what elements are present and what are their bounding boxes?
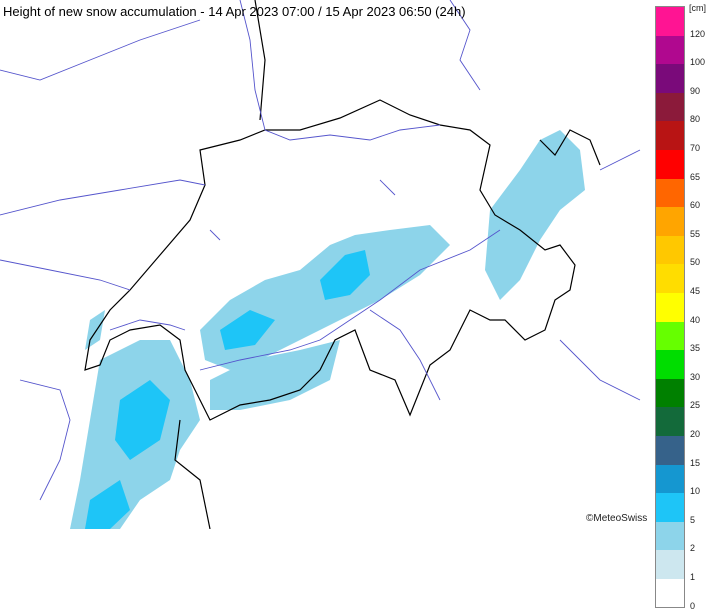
legend-label: 100 — [690, 57, 706, 68]
legend-label: 50 — [690, 257, 701, 268]
map-title: Height of new snow accumulation - 14 Apr… — [3, 4, 466, 19]
legend-label: 90 — [690, 85, 701, 96]
legend-swatch — [656, 378, 684, 408]
legend-label: 25 — [690, 400, 701, 411]
legend-label: 80 — [690, 114, 701, 125]
legend-swatch — [656, 292, 684, 322]
legend-swatch — [656, 207, 684, 236]
legend-swatch — [656, 464, 684, 494]
legend-swatch — [656, 435, 684, 465]
legend-label: 0 — [690, 600, 696, 611]
legend-swatch — [656, 350, 684, 379]
legend-swatch — [656, 407, 684, 436]
legend-unit: [cm] — [689, 3, 706, 13]
legend-swatch — [656, 64, 684, 93]
legend-label: 2 — [690, 543, 696, 554]
legend-swatch — [656, 550, 684, 579]
snow-areas-heavier — [85, 250, 370, 529]
legend-label: 5 — [690, 514, 696, 525]
legend-label: 65 — [690, 171, 701, 182]
legend-swatch — [656, 149, 684, 179]
legend-label: 55 — [690, 228, 701, 239]
legend-swatch — [656, 7, 684, 36]
legend-swatch — [656, 235, 684, 265]
legend-label: 20 — [690, 429, 701, 439]
legend-swatch — [656, 121, 684, 150]
legend-swatch — [656, 521, 684, 551]
snow-areas — [70, 130, 585, 529]
legend-label: 120 — [690, 28, 706, 39]
legend-swatch — [656, 493, 684, 522]
legend-label: 70 — [690, 143, 701, 153]
legend-label: 30 — [690, 371, 701, 382]
rivers-and-lakes — [0, 0, 641, 501]
legend-label: 15 — [690, 457, 701, 468]
legend-swatch — [656, 321, 684, 351]
legend-label: 60 — [690, 200, 701, 211]
legend-swatch — [656, 35, 684, 65]
color-legend — [655, 6, 685, 609]
legend-label: 35 — [690, 343, 701, 354]
legend-swatch — [656, 578, 684, 608]
country-borders — [84, 0, 601, 529]
legend-label: 40 — [690, 314, 701, 325]
snow-map — [0, 0, 641, 529]
legend-swatch — [656, 178, 684, 208]
legend-label: 1 — [690, 572, 696, 582]
legend-label: 45 — [690, 286, 701, 296]
legend-swatch — [656, 264, 684, 293]
credit: ©MeteoSwiss — [586, 513, 648, 524]
legend-label: 10 — [690, 486, 701, 497]
legend-swatch — [656, 92, 684, 122]
